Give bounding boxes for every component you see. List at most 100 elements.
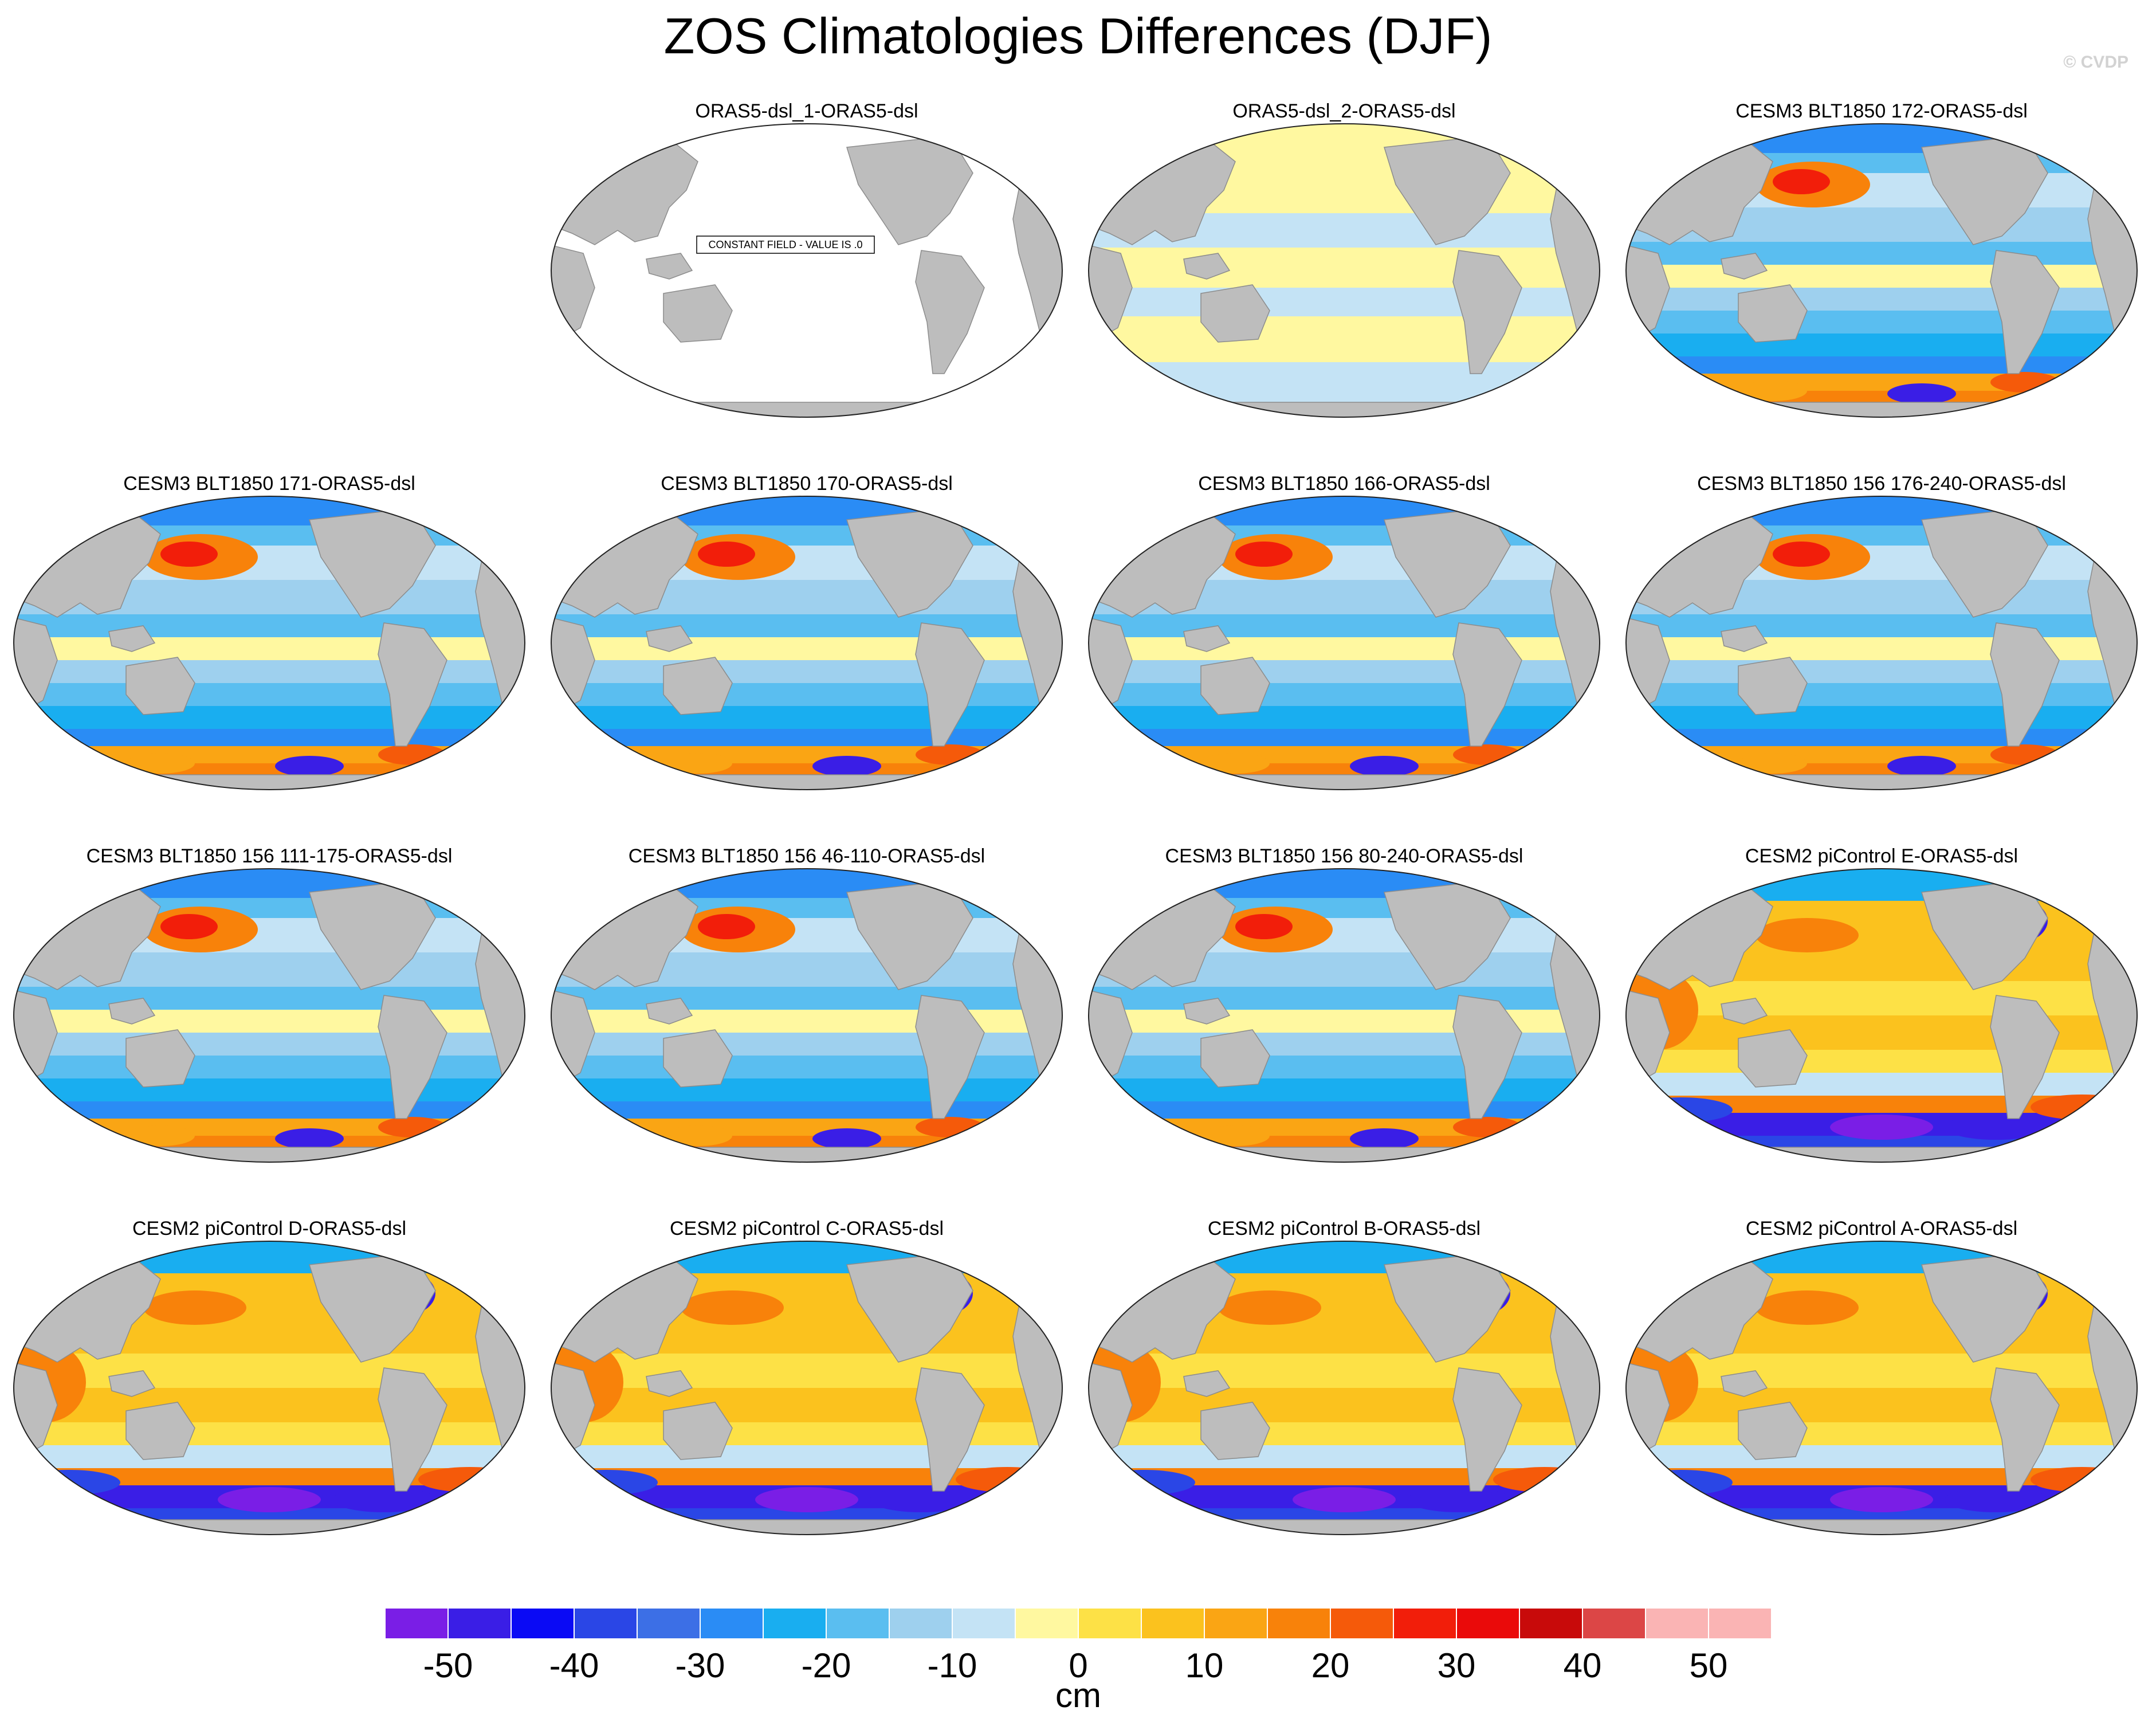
panel-title: CESM2 piControl E-ORAS5-dsl [1745, 845, 2018, 867]
land-mass [1183, 1370, 1231, 1397]
land-mass [1738, 284, 1808, 343]
colorbar-swatch [1267, 1608, 1330, 1639]
land-mass [1452, 250, 1522, 374]
colorbar-tick-label: -50 [423, 1646, 473, 1685]
map-panel: CESM2 piControl A-ORAS5-dsl [1624, 1217, 2139, 1578]
world-map [1088, 1241, 1600, 1535]
map-panel: CESM2 piControl E-ORAS5-dsl [1624, 845, 2139, 1206]
colorbar-swatch [1582, 1608, 1646, 1639]
land-mass [1200, 1029, 1270, 1088]
colorbar-tick-label: 0 [1069, 1646, 1088, 1685]
panel-title: CESM3 BLT1850 156 46-110-ORAS5-dsl [628, 845, 985, 867]
land-mass [1200, 657, 1270, 715]
land-mass [663, 1029, 733, 1088]
land-mass [1183, 253, 1231, 280]
colorbar-tick-label: -30 [675, 1646, 725, 1685]
colorbar-swatch [1646, 1608, 1709, 1639]
map-panel: CESM3 BLT1850 172-ORAS5-dsl [1624, 100, 2139, 461]
land-mass [108, 625, 156, 652]
map-panel: CESM3 BLT1850 156 46-110-ORAS5-dsl [549, 845, 1065, 1206]
world-map [1625, 123, 2138, 418]
colorbar-tick-label: 10 [1185, 1646, 1224, 1685]
panel-title: ORAS5-dsl_1-ORAS5-dsl [695, 100, 918, 122]
panel-title: CESM3 BLT1850 172-ORAS5-dsl [1735, 100, 2028, 122]
land-mass [108, 998, 156, 1025]
map-panel: CESM2 piControl B-ORAS5-dsl [1086, 1217, 1602, 1578]
panel-title: CESM3 BLT1850 171-ORAS5-dsl [123, 473, 415, 495]
land-mass [125, 1402, 195, 1460]
land-mass [108, 1370, 156, 1397]
map-panel: ORAS5-dsl_2-ORAS5-dsl [1086, 100, 1602, 461]
colorbar-tick-label: -40 [549, 1646, 599, 1685]
colorbar-swatch [448, 1608, 511, 1639]
colorbar-tick-label: 20 [1311, 1646, 1350, 1685]
panel-title: CESM3 BLT1850 156 176-240-ORAS5-dsl [1697, 473, 2066, 495]
colorbar-swatch [763, 1608, 826, 1639]
colorbar-swatch [637, 1608, 700, 1639]
land-mass [1990, 622, 2060, 747]
world-map [1088, 868, 1600, 1163]
land-mass [1721, 1370, 1768, 1397]
land-mass [1452, 622, 1522, 747]
colorbar-tick-label: 50 [1689, 1646, 1728, 1685]
colorbar-swatch [1141, 1608, 1204, 1639]
land-mass [646, 625, 693, 652]
world-map [1625, 496, 2138, 790]
colorbar-swatch [1456, 1608, 1519, 1639]
colorbar-tick-label: 40 [1563, 1646, 1602, 1685]
land-mass [1738, 657, 1808, 715]
world-map [1088, 496, 1600, 790]
land-mass [1721, 998, 1768, 1025]
colorbar-swatch [1709, 1608, 1772, 1639]
map-panel: CESM2 piControl D-ORAS5-dsl [11, 1217, 527, 1578]
world-map [13, 1241, 525, 1535]
land-mass [125, 657, 195, 715]
colorbar-swatch [1204, 1608, 1267, 1639]
map-panel: CESM3 BLT1850 156 176-240-ORAS5-dsl [1624, 472, 2139, 833]
colorbar-swatch [511, 1608, 574, 1639]
colorbar-swatch [1519, 1608, 1582, 1639]
colorbar-units-label: cm [1055, 1676, 1101, 1715]
panel-title: CESM2 piControl C-ORAS5-dsl [669, 1218, 944, 1239]
land-mass [1721, 253, 1768, 280]
colorbar-swatch [1078, 1608, 1141, 1639]
colorbar [385, 1608, 1772, 1639]
map-panel: ORAS5-dsl_1-ORAS5-dsl CONSTANT FIELD - VA… [549, 100, 1065, 461]
land-mass [1200, 1402, 1270, 1460]
land-mass [1738, 1029, 1808, 1088]
colorbar-swatch [889, 1608, 952, 1639]
copyright-watermark: © CVDP [2063, 53, 2128, 72]
colorbar-tick-label: -20 [801, 1646, 851, 1685]
map-panel: CESM3 BLT1850 171-ORAS5-dsl [11, 472, 527, 833]
colorbar-swatch [574, 1608, 637, 1639]
colorbar-swatch [826, 1608, 889, 1639]
land-mass [915, 995, 985, 1119]
land-mass [1990, 995, 2060, 1119]
land-mass [1990, 250, 2060, 374]
world-map: CONSTANT FIELD - VALUE IS .0 [551, 123, 1063, 418]
world-map [1088, 123, 1600, 418]
panel-title: CESM3 BLT1850 170-ORAS5-dsl [661, 473, 953, 495]
map-panel: CESM3 BLT1850 170-ORAS5-dsl [549, 472, 1065, 833]
land-mass [378, 995, 447, 1119]
land-mass [1200, 284, 1270, 343]
land-mass [1721, 625, 1768, 652]
land-mass [1738, 1402, 1808, 1460]
world-map [1625, 1241, 2138, 1535]
panel-title: CESM2 piControl A-ORAS5-dsl [1745, 1218, 2018, 1239]
constant-field-note: CONSTANT FIELD - VALUE IS .0 [708, 239, 862, 250]
panel-title: ORAS5-dsl_2-ORAS5-dsl [1232, 100, 1456, 122]
land-mass [646, 998, 693, 1025]
panel-title: CESM2 piControl D-ORAS5-dsl [132, 1218, 407, 1239]
land-mass [663, 1402, 733, 1460]
colorbar-swatch [1015, 1608, 1078, 1639]
colorbar-tick-label: -10 [927, 1646, 977, 1685]
land-mass [646, 253, 693, 280]
world-map [1625, 868, 2138, 1163]
world-map [551, 1241, 1063, 1535]
land-mass [1452, 995, 1522, 1119]
panel-title: CESM3 BLT1850 166-ORAS5-dsl [1198, 473, 1490, 495]
colorbar-swatch [700, 1608, 763, 1639]
land-mass [378, 622, 447, 747]
figure-title: ZOS Climatologies Differences (DJF) [663, 7, 1493, 64]
